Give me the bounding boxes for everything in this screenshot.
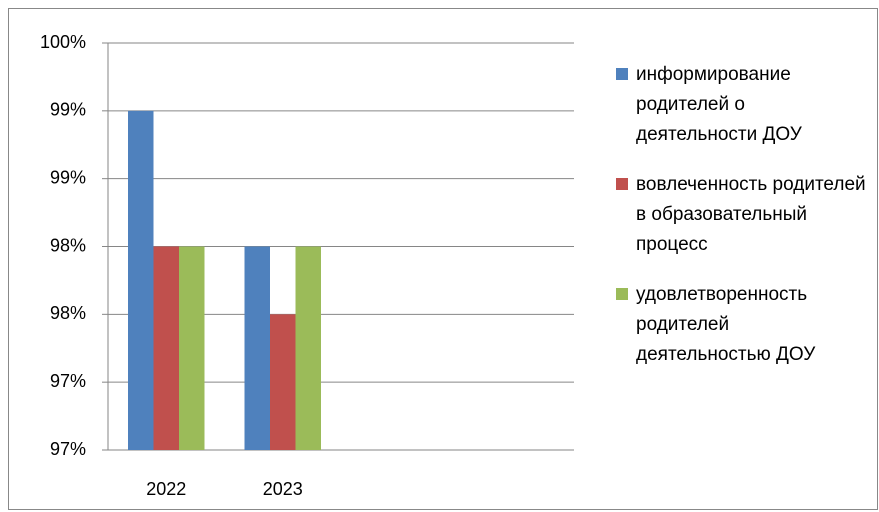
legend-swatch: [616, 178, 628, 190]
bar: [295, 246, 321, 450]
y-tick-label: 99%: [50, 100, 86, 120]
y-tick-label: 98%: [50, 303, 86, 323]
legend-label: информирование родителей о деятельности …: [636, 64, 802, 145]
bar: [244, 246, 270, 450]
x-tick-label: 2023: [263, 479, 303, 499]
legend-swatch: [616, 68, 628, 80]
legend-entry: информирование родителей о деятельности …: [616, 60, 866, 150]
legend: информирование родителей о деятельности …: [616, 60, 866, 390]
y-tick-label: 97%: [50, 439, 86, 459]
y-tick-label: 97%: [50, 371, 86, 391]
legend-entry: вовлеченность родителей в образовательны…: [616, 170, 866, 260]
legend-label: удовлетворенность родителей деятельность…: [636, 284, 816, 365]
y-tick-label: 98%: [50, 235, 86, 255]
bar: [153, 246, 179, 450]
bar: [179, 246, 205, 450]
y-tick-label: 99%: [50, 167, 86, 187]
bar: [128, 110, 154, 450]
x-tick-label: 2022: [146, 479, 186, 499]
bar: [270, 314, 296, 450]
legend-label: вовлеченность родителей в образовательны…: [636, 174, 866, 255]
legend-entry: удовлетворенность родителей деятельность…: [616, 280, 866, 370]
y-tick-label: 100%: [40, 32, 86, 52]
legend-swatch: [616, 288, 628, 300]
frame: [8, 8, 878, 510]
